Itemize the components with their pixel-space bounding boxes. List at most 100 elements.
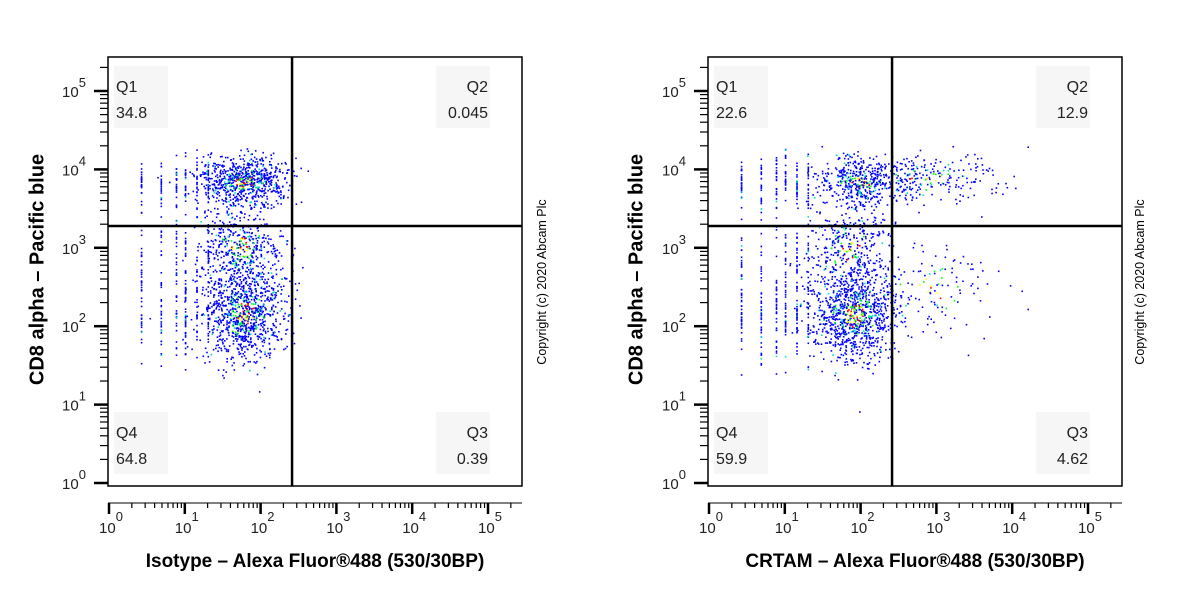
- data-point: [937, 283, 940, 285]
- data-point: [977, 276, 979, 278]
- data-point: [224, 200, 227, 202]
- data-point: [274, 250, 277, 252]
- data-point: [894, 316, 897, 318]
- data-point: [292, 254, 295, 256]
- data-point: [933, 321, 935, 324]
- data-point: [211, 329, 214, 331]
- data-point: [236, 265, 238, 268]
- data-point: [254, 161, 256, 163]
- data-point: [217, 294, 220, 297]
- data-point: [205, 191, 207, 194]
- data-point: [955, 184, 958, 186]
- data-point: [228, 311, 230, 314]
- y-tick-label: 100: [62, 467, 86, 493]
- data-point: [265, 308, 267, 310]
- data-point: [243, 216, 246, 219]
- data-point: [140, 204, 143, 206]
- data-point: [797, 207, 799, 210]
- data-point: [251, 344, 253, 347]
- data-point: [831, 242, 834, 244]
- data-point: [246, 164, 249, 166]
- data-point: [184, 188, 187, 190]
- data-point: [817, 174, 820, 177]
- data-point: [275, 318, 277, 321]
- data-point: [212, 304, 215, 306]
- data-point: [217, 166, 219, 168]
- data-point: [241, 266, 244, 268]
- data-point: [830, 322, 832, 324]
- data-point: [871, 167, 874, 170]
- data-point: [209, 184, 211, 187]
- data-point: [213, 165, 216, 168]
- data-point: [230, 279, 233, 281]
- data-point: [740, 313, 743, 315]
- data-point: [854, 253, 857, 255]
- data-point: [246, 308, 248, 311]
- data-point: [760, 331, 763, 334]
- data-point: [271, 307, 273, 309]
- data-point: [235, 199, 238, 201]
- data-point: [260, 249, 263, 252]
- data-point: [293, 342, 296, 345]
- data-point: [207, 245, 210, 248]
- data-point: [239, 173, 241, 175]
- data-point: [276, 254, 278, 257]
- data-point: [231, 282, 234, 285]
- data-point: [888, 232, 890, 235]
- data-point: [874, 185, 877, 187]
- data-point: [850, 312, 852, 314]
- data-point: [235, 319, 238, 322]
- tick-base: 10: [402, 520, 419, 537]
- data-point: [850, 306, 852, 309]
- data-point: [214, 269, 217, 272]
- data-point: [833, 305, 835, 308]
- data-point: [238, 179, 241, 182]
- data-point: [218, 292, 220, 294]
- data-point: [225, 350, 228, 352]
- data-point: [866, 306, 868, 308]
- data-point: [862, 342, 864, 344]
- data-point: [259, 349, 261, 352]
- data-point: [934, 303, 936, 306]
- data-point: [875, 223, 877, 225]
- data-point: [863, 254, 866, 257]
- data-point: [845, 280, 848, 283]
- data-point: [798, 264, 801, 266]
- data-point: [213, 180, 216, 182]
- data-point: [868, 291, 871, 294]
- data-point: [832, 290, 835, 292]
- data-point: [845, 294, 847, 296]
- data-point: [845, 197, 848, 199]
- data-point: [261, 322, 263, 325]
- data-point: [182, 338, 184, 341]
- data-point: [225, 289, 228, 292]
- data-point: [224, 172, 227, 174]
- data-point: [255, 324, 257, 327]
- data-point: [796, 232, 798, 235]
- data-point: [248, 290, 250, 293]
- data-point: [860, 252, 863, 254]
- data-point: [869, 338, 872, 340]
- data-point: [966, 177, 968, 180]
- data-point: [879, 172, 882, 175]
- data-point: [941, 284, 944, 287]
- data-point: [265, 156, 267, 159]
- data-point: [254, 200, 256, 203]
- data-point: [822, 201, 825, 204]
- data-point: [160, 321, 163, 323]
- data-point: [260, 201, 263, 204]
- data-point: [243, 297, 245, 299]
- data-point: [255, 194, 257, 196]
- data-point: [862, 325, 864, 328]
- data-point: [245, 323, 248, 326]
- data-point: [276, 336, 278, 338]
- data-point: [230, 295, 233, 298]
- data-point: [250, 314, 252, 316]
- data-point: [834, 276, 836, 278]
- data-point: [175, 173, 178, 175]
- data-point: [257, 284, 260, 286]
- data-point: [216, 305, 219, 307]
- data-point: [175, 205, 178, 207]
- data-point: [217, 283, 220, 285]
- data-point: [854, 308, 856, 310]
